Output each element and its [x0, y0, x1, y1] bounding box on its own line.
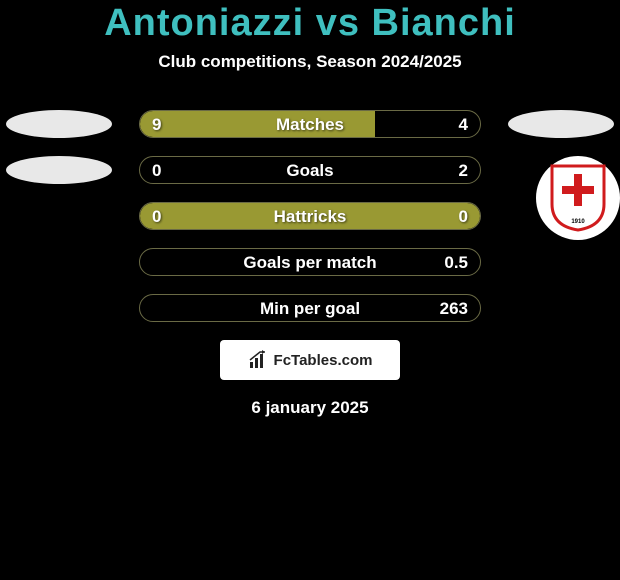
- branding-text: FcTables.com: [274, 352, 373, 369]
- stat-bar: Goals per match 0.5: [139, 248, 481, 276]
- stat-row-hattricks: 0 Hattricks 0: [0, 202, 620, 230]
- stat-bar: 0 Hattricks 0: [139, 202, 481, 230]
- stat-label: Min per goal: [140, 295, 480, 322]
- value-right: 0.5: [444, 249, 468, 276]
- date-text: 6 january 2025: [0, 398, 620, 418]
- player-left-avatar-2: [6, 156, 112, 184]
- value-right: 2: [459, 157, 468, 184]
- player-right-avatar: [508, 110, 614, 138]
- stat-bar: Min per goal 263: [139, 294, 481, 322]
- page-title: Antoniazzi vs Bianchi: [0, 4, 620, 42]
- value-right: 4: [459, 111, 468, 138]
- stat-label: Goals: [140, 157, 480, 184]
- value-left: 9: [152, 111, 161, 138]
- player-left-avatar: [6, 110, 112, 138]
- stats-area: 9 Matches 4 1910 0 Goals 2: [0, 110, 620, 322]
- value-left: 0: [152, 157, 161, 184]
- subtitle: Club competitions, Season 2024/2025: [0, 52, 620, 72]
- stat-row-matches: 9 Matches 4: [0, 110, 620, 138]
- stat-row-goals: 1910 0 Goals 2: [0, 156, 620, 184]
- bar-left-fill: [140, 111, 375, 137]
- stat-bar: 0 Goals 2: [139, 156, 481, 184]
- bar-left-fill: [140, 203, 480, 229]
- branding-badge: FcTables.com: [220, 340, 400, 380]
- value-left: 0: [152, 203, 161, 230]
- stat-row-min-per-goal: Min per goal 263: [0, 294, 620, 322]
- stat-bar: 9 Matches 4: [139, 110, 481, 138]
- value-right: 263: [440, 295, 468, 322]
- chart-icon: [248, 350, 270, 370]
- stat-row-goals-per-match: Goals per match 0.5: [0, 248, 620, 276]
- value-right: 0: [459, 203, 468, 230]
- stat-label: Goals per match: [140, 249, 480, 276]
